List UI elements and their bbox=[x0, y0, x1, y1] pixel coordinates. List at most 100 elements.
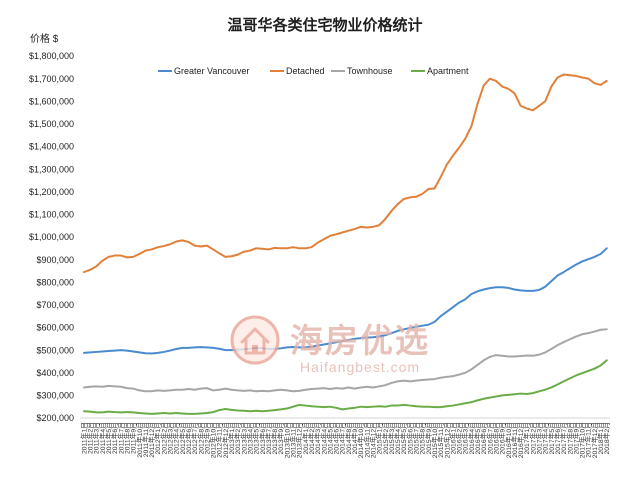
x-tick-label: 2011年6月 bbox=[110, 422, 119, 454]
x-tick-label: 2017年4月 bbox=[541, 422, 550, 455]
x-tick-label: 2018年1月 bbox=[596, 422, 605, 455]
y-tick-label: $1,300,000 bbox=[29, 164, 74, 174]
x-tick-label: 2017年2月 bbox=[528, 422, 537, 455]
x-tick-label: 2017年10月 bbox=[578, 422, 587, 458]
watermark-site-text: Haifangbest.com bbox=[300, 359, 420, 375]
legend-label: Apartment bbox=[427, 66, 469, 76]
x-tick-label: 2016年3月 bbox=[461, 422, 470, 455]
x-tick-label: 2013年1月 bbox=[227, 422, 236, 455]
x-tick-label: 2016年10月 bbox=[504, 422, 513, 458]
x-tick-label: 2014年1月 bbox=[301, 422, 310, 455]
y-tick-label: $800,000 bbox=[36, 277, 74, 287]
x-tick-label: 2015年5月 bbox=[399, 422, 408, 455]
x-tick-label: 2015年3月 bbox=[387, 422, 396, 455]
x-tick-label: 2016年11月 bbox=[510, 422, 519, 458]
legend-label: Detached bbox=[286, 66, 325, 76]
x-tick-label: 2012年7月 bbox=[190, 422, 199, 455]
legend-item-apartment: Apartment bbox=[411, 66, 469, 76]
x-tick-label: 2013年7月 bbox=[264, 422, 273, 455]
x-tick-label: 2017年7月 bbox=[559, 422, 568, 455]
x-tick-label: 2017年9月 bbox=[571, 422, 580, 455]
x-tick-label: 2012年12月 bbox=[221, 422, 230, 458]
x-tick-label: 2017年12月 bbox=[590, 422, 599, 458]
x-tick-label: 2012年2月 bbox=[159, 422, 168, 455]
x-tick-label: 2011年4月 bbox=[98, 422, 107, 454]
x-tick-label: 2011年11月 bbox=[141, 422, 150, 457]
x-tick-label: 2016年2月 bbox=[455, 422, 464, 455]
x-tick-label: 2014年4月 bbox=[319, 422, 328, 455]
y-tick-label: $1,400,000 bbox=[29, 142, 74, 152]
x-tick-label: 2016年12月 bbox=[516, 422, 525, 458]
x-tick-label: 2015年6月 bbox=[405, 422, 414, 455]
legend-label: Townhouse bbox=[347, 66, 393, 76]
x-tick-label: 2016年8月 bbox=[491, 422, 500, 455]
x-tick-label: 2015年7月 bbox=[412, 422, 421, 455]
x-tick-label: 2014年2月 bbox=[307, 422, 316, 455]
plot-area bbox=[83, 73, 608, 415]
y-tick-label: $500,000 bbox=[36, 345, 74, 355]
x-tick-label: 2017年5月 bbox=[547, 422, 556, 455]
x-tick-label: 2013年5月 bbox=[252, 422, 261, 455]
x-tick-label: 2014年7月 bbox=[338, 422, 347, 455]
y-tick-label: $1,000,000 bbox=[29, 232, 74, 242]
x-tick-label: 2012年9月 bbox=[202, 422, 211, 455]
x-tick-label: 2011年12月 bbox=[147, 422, 156, 458]
x-tick-label: 2011年3月 bbox=[92, 422, 101, 454]
series-line-detached bbox=[83, 73, 608, 274]
x-tick-label: 2017年11月 bbox=[584, 422, 593, 458]
x-tick-label: 2014年5月 bbox=[325, 422, 334, 455]
x-tick-label: 2011年9月 bbox=[129, 422, 138, 454]
chart-title: 温哥华各类住宅物业价格统计 bbox=[227, 16, 422, 34]
x-tick-label: 2011年8月 bbox=[122, 422, 131, 454]
x-tick-label: 2013年3月 bbox=[239, 422, 248, 455]
x-tick-label: 2014年12月 bbox=[368, 422, 377, 458]
legend-item-townhouse: Townhouse bbox=[331, 66, 393, 76]
x-tick-label: 2012年1月 bbox=[153, 422, 162, 455]
x-tick-label: 2014年3月 bbox=[313, 422, 322, 455]
x-tick-label: 2017年8月 bbox=[565, 422, 574, 455]
x-tick-label: 2013年9月 bbox=[276, 422, 285, 455]
y-tick-label: $1,500,000 bbox=[29, 119, 74, 129]
x-tick-label: 2013年10月 bbox=[282, 422, 291, 458]
x-tick-label: 2015年9月 bbox=[424, 422, 433, 455]
x-tick-label: 2015年2月 bbox=[381, 422, 390, 455]
y-tick-label: $400,000 bbox=[36, 368, 74, 378]
x-tick-label: 2014年9月 bbox=[350, 422, 359, 455]
y-tick-label: $200,000 bbox=[36, 413, 74, 423]
x-tick-label: 2011年10月 bbox=[135, 422, 144, 458]
x-tick-label: 2012年4月 bbox=[172, 422, 181, 455]
x-tick-label: 2016年1月 bbox=[448, 422, 457, 455]
x-tick-label: 2012年3月 bbox=[166, 422, 175, 455]
x-tick-label: 2013年8月 bbox=[270, 422, 279, 455]
x-tick-label: 2016年4月 bbox=[467, 422, 476, 455]
x-tick-label: 2013年2月 bbox=[233, 422, 242, 455]
x-tick-label: 2012年5月 bbox=[178, 422, 187, 455]
x-tick-label: 2014年11月 bbox=[362, 422, 371, 458]
y-tick-label: $1,200,000 bbox=[29, 187, 74, 197]
x-tick-label: 2016年5月 bbox=[473, 422, 482, 455]
x-tick-label: 2015年8月 bbox=[418, 422, 427, 455]
y-tick-label: $1,800,000 bbox=[29, 51, 74, 61]
x-tick-label: 2012年6月 bbox=[184, 422, 193, 455]
y-axis-label: 价格 $ bbox=[30, 32, 59, 45]
logo-ring bbox=[230, 315, 280, 365]
x-tick-label: 2013年6月 bbox=[258, 422, 267, 455]
y-tick-label: $1,100,000 bbox=[29, 210, 74, 220]
x-tick-label: 2016年6月 bbox=[479, 422, 488, 455]
x-tick-label: 2012年10月 bbox=[209, 422, 218, 458]
x-tick-label: 2015年12月 bbox=[442, 422, 451, 458]
x-tick-label: 2014年10月 bbox=[356, 422, 365, 458]
series-line-greater-vancouver bbox=[83, 247, 608, 355]
x-tick-label: 2015年10月 bbox=[430, 422, 439, 458]
x-tick-label: 2013年12月 bbox=[295, 422, 304, 458]
x-tick-label: 2015年11月 bbox=[436, 422, 445, 458]
x-tick-label: 2011年7月 bbox=[116, 422, 125, 454]
x-tick-label: 2013年11月 bbox=[289, 422, 298, 458]
x-tick-label: 2016年9月 bbox=[498, 422, 507, 455]
y-tick-label: $1,700,000 bbox=[29, 74, 74, 84]
y-tick-label: $1,600,000 bbox=[29, 97, 74, 107]
y-tick-label: $600,000 bbox=[36, 323, 74, 333]
y-tick-label: $300,000 bbox=[36, 391, 74, 401]
